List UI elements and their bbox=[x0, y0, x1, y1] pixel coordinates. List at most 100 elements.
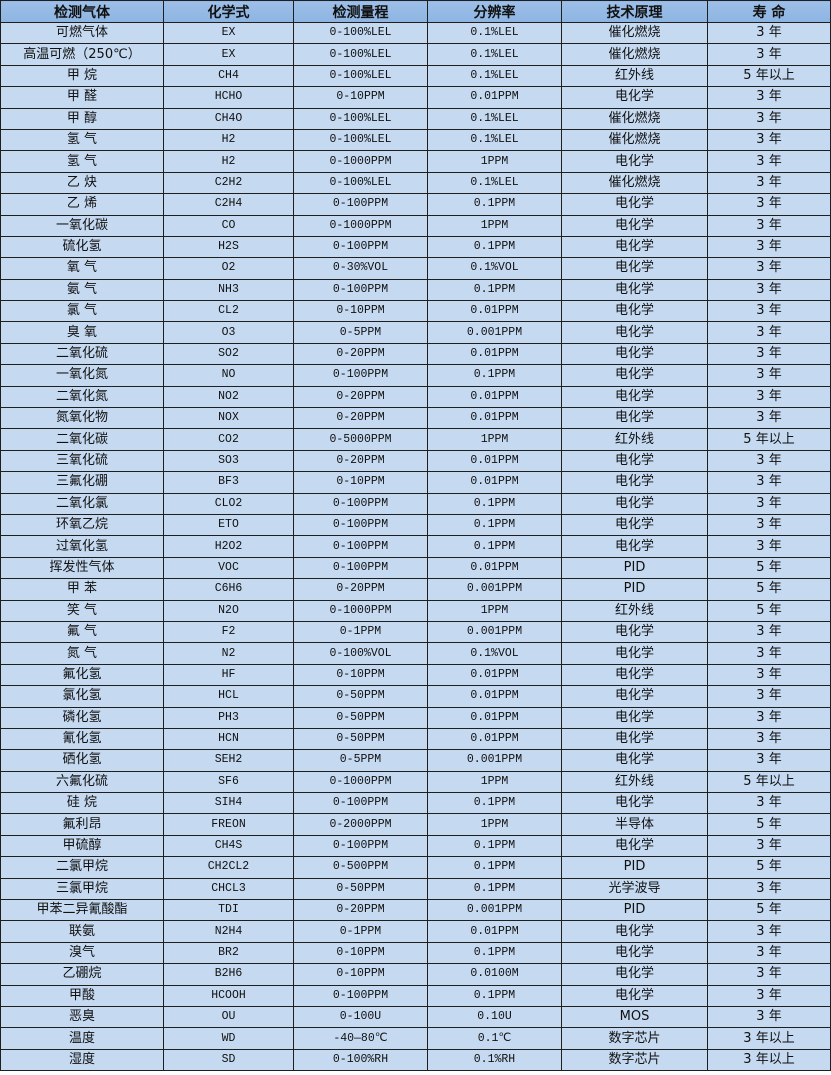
range-cell: 0-50PPM bbox=[293, 685, 428, 708]
table-row: 一氧化氮 NO 0-100PPM 0.1PPM 电化学 3 年 bbox=[0, 364, 831, 387]
principle-cell: 红外线 bbox=[561, 770, 708, 794]
principle-cell: 电化学 bbox=[561, 685, 708, 708]
lifespan-cell: 3 年 bbox=[707, 620, 831, 644]
principle-cell: 电化学 bbox=[561, 278, 708, 302]
gas-cell: 溴气 bbox=[0, 941, 164, 965]
lifespan-cell: 5 年 bbox=[707, 856, 831, 879]
principle-cell: PID bbox=[561, 578, 708, 601]
resolution-cell: 0.01PPM bbox=[427, 471, 562, 494]
gas-cell: 氢 气 bbox=[0, 150, 164, 173]
resolution-cell: 0.1PPM bbox=[427, 834, 562, 858]
formula-cell: B2H6 bbox=[163, 963, 294, 986]
gas-cell: 氯化氢 bbox=[0, 685, 164, 708]
formula-cell: NO2 bbox=[163, 385, 294, 409]
gas-cell: 甲酸 bbox=[0, 984, 164, 1007]
resolution-cell: 0.1PPM bbox=[427, 792, 562, 815]
formula-cell: CH4O bbox=[163, 107, 294, 130]
gas-cell: 氮氧化物 bbox=[0, 407, 164, 430]
principle-cell: 电化学 bbox=[561, 941, 708, 965]
gas-cell: 可燃气体 bbox=[0, 21, 164, 45]
range-cell: 0-100PPM bbox=[293, 834, 428, 858]
principle-cell: 数字芯片 bbox=[561, 1027, 708, 1050]
gas-cell: 过氧化氢 bbox=[0, 535, 164, 558]
formula-cell: C6H6 bbox=[163, 578, 294, 601]
gas-cell: 二氯甲烷 bbox=[0, 856, 164, 879]
gas-cell: 二氧化氮 bbox=[0, 385, 164, 409]
resolution-cell: 0.1%LEL bbox=[427, 128, 562, 152]
table-row: 甲 醛 HCHO 0-10PPM 0.01PPM 电化学 3 年 bbox=[0, 86, 831, 109]
lifespan-cell: 3 年 bbox=[707, 727, 831, 751]
principle-cell: PID bbox=[561, 556, 708, 580]
lifespan-cell: 3 年 bbox=[707, 941, 831, 965]
lifespan-cell: 3 年 bbox=[707, 513, 831, 537]
formula-cell: CO2 bbox=[163, 428, 294, 451]
principle-cell: 催化燃烧 bbox=[561, 43, 708, 66]
principle-cell: 电化学 bbox=[561, 342, 708, 366]
table-row: 环氧乙烷 ETO 0-100PPM 0.1PPM 电化学 3 年 bbox=[0, 513, 831, 537]
lifespan-cell: 3 年 bbox=[707, 663, 831, 687]
formula-cell: SEH2 bbox=[163, 749, 294, 772]
principle-cell: 电化学 bbox=[561, 535, 708, 558]
gas-cell: 氟利昂 bbox=[0, 813, 164, 836]
principle-cell: 电化学 bbox=[561, 706, 708, 729]
header-formula: 化学式 bbox=[163, 0, 294, 23]
table-row: 二氯甲烷 CH2CL2 0-500PPM 0.1PPM PID 5 年 bbox=[0, 856, 831, 879]
gas-cell: 三氧化硫 bbox=[0, 449, 164, 473]
range-cell: 0-500PPM bbox=[293, 856, 428, 879]
table-row: 臭 氧 O3 0-5PPM 0.001PPM 电化学 3 年 bbox=[0, 321, 831, 344]
table-row: 氟 气 F2 0-1PPM 0.001PPM 电化学 3 年 bbox=[0, 620, 831, 644]
range-cell: 0-1000PPM bbox=[293, 770, 428, 794]
range-cell: 0-100PPM bbox=[293, 792, 428, 815]
formula-cell: HCOOH bbox=[163, 984, 294, 1007]
table-row: 恶臭 OU 0-100U 0.10U MOS 3 年 bbox=[0, 1005, 831, 1029]
lifespan-cell: 3 年 bbox=[707, 984, 831, 1007]
principle-cell: 电化学 bbox=[561, 193, 708, 216]
range-cell: 0-1PPM bbox=[293, 620, 428, 644]
resolution-cell: 0.1%RH bbox=[427, 1048, 562, 1072]
resolution-cell: 0.001PPM bbox=[427, 321, 562, 344]
gas-cell: 硅 烷 bbox=[0, 792, 164, 815]
lifespan-cell: 3 年 bbox=[707, 535, 831, 558]
resolution-cell: 0.1PPM bbox=[427, 513, 562, 537]
table-row: 温度 WD -40—80℃ 0.1℃ 数字芯片 3 年以上 bbox=[0, 1027, 831, 1050]
gas-cell: 高温可燃（250℃） bbox=[0, 43, 164, 66]
range-cell: 0-20PPM bbox=[293, 899, 428, 922]
resolution-cell: 0.01PPM bbox=[427, 449, 562, 473]
lifespan-cell: 5 年 bbox=[707, 813, 831, 836]
gas-cell: 氨 气 bbox=[0, 278, 164, 302]
formula-cell: EX bbox=[163, 43, 294, 66]
resolution-cell: 0.1PPM bbox=[427, 235, 562, 259]
lifespan-cell: 3 年 bbox=[707, 749, 831, 772]
principle-cell: PID bbox=[561, 856, 708, 879]
resolution-cell: 0.01PPM bbox=[427, 727, 562, 751]
table-row: 乙 烯 C2H4 0-100PPM 0.1PPM 电化学 3 年 bbox=[0, 193, 831, 216]
formula-cell: VOC bbox=[163, 556, 294, 580]
table-row: 氧 气 O2 0-30%VOL 0.1%VOL 电化学 3 年 bbox=[0, 257, 831, 280]
formula-cell: C2H4 bbox=[163, 193, 294, 216]
lifespan-cell: 5 年 bbox=[707, 578, 831, 601]
formula-cell: BF3 bbox=[163, 471, 294, 494]
gas-cell: 甲 醛 bbox=[0, 86, 164, 109]
table-row: 挥发性气体 VOC 0-100PPM 0.01PPM PID 5 年 bbox=[0, 556, 831, 580]
table-row: 甲苯二异氰酸酯 TDI 0-20PPM 0.001PPM PID 5 年 bbox=[0, 899, 831, 922]
lifespan-cell: 3 年 bbox=[707, 150, 831, 173]
gas-cell: 甲 苯 bbox=[0, 578, 164, 601]
gas-cell: 氮 气 bbox=[0, 642, 164, 665]
formula-cell: N2H4 bbox=[163, 920, 294, 943]
range-cell: 0-100PPM bbox=[293, 235, 428, 259]
table-row: 氯 气 CL2 0-10PPM 0.01PPM 电化学 3 年 bbox=[0, 300, 831, 323]
lifespan-cell: 3 年 bbox=[707, 43, 831, 66]
lifespan-cell: 3 年 bbox=[707, 128, 831, 152]
table-row: 氯化氢 HCL 0-50PPM 0.01PPM 电化学 3 年 bbox=[0, 685, 831, 708]
principle-cell: 催化燃烧 bbox=[561, 171, 708, 195]
gas-cell: 氰化氢 bbox=[0, 727, 164, 751]
principle-cell: 催化燃烧 bbox=[561, 128, 708, 152]
resolution-cell: 0.01PPM bbox=[427, 407, 562, 430]
lifespan-cell: 3 年 bbox=[707, 235, 831, 259]
table-row: 高温可燃（250℃） EX 0-100%LEL 0.1%LEL 催化燃烧 3 年 bbox=[0, 43, 831, 66]
principle-cell: 数字芯片 bbox=[561, 1048, 708, 1072]
range-cell: 0-30%VOL bbox=[293, 257, 428, 280]
principle-cell: 电化学 bbox=[561, 663, 708, 687]
gas-cell: 乙 炔 bbox=[0, 171, 164, 195]
resolution-cell: 0.01PPM bbox=[427, 300, 562, 323]
